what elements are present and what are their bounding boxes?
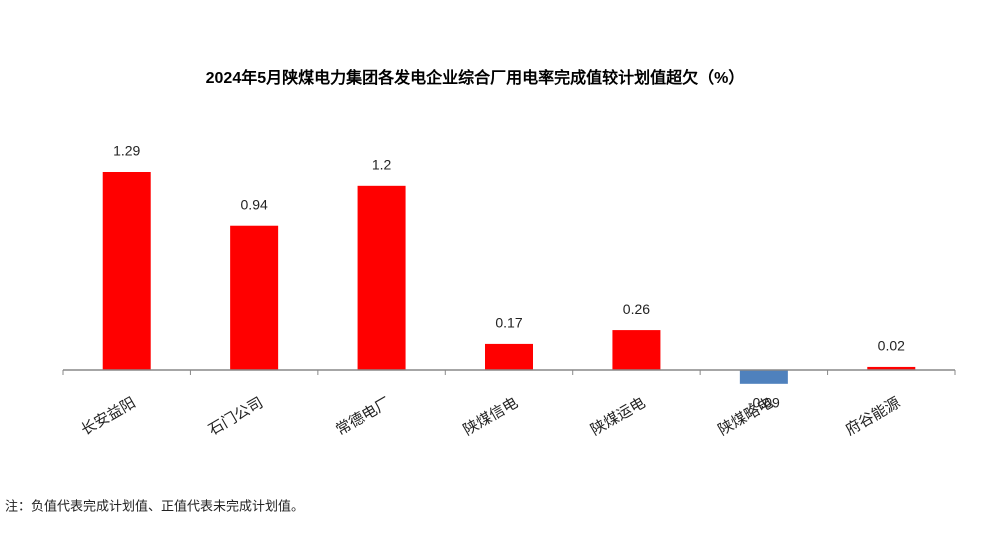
x-tick-label: 陕煤略电 [715, 394, 775, 439]
x-tick-label: 长安益阳 [78, 394, 138, 439]
x-tick-label: 府谷能源 [843, 394, 903, 439]
value-label: 0.17 [495, 315, 522, 331]
value-label: 0.94 [241, 196, 268, 212]
value-label: 1.2 [372, 157, 392, 173]
chart-title: 2024年5月陕煤电力集团各发电企业综合厂用电率完成值较计划值超欠（%） [206, 68, 745, 87]
x-tick-label: 陕煤运电 [588, 394, 648, 439]
bar [357, 185, 406, 370]
x-tick-label: 陕煤信电 [461, 394, 521, 439]
value-label: 0.26 [623, 301, 650, 317]
value-label: 1.29 [113, 143, 140, 159]
bar [485, 343, 533, 370]
note: 注：负值代表完成计划值、正值代表未完成计划值。 [5, 498, 304, 513]
bar [230, 225, 279, 370]
bar [739, 370, 788, 384]
bar [612, 330, 661, 370]
bar [102, 172, 151, 370]
value-label: 0.02 [878, 338, 905, 354]
x-tick-label: 石门公司 [206, 394, 266, 439]
value-label: -0.09 [748, 395, 780, 411]
bar [867, 366, 916, 370]
x-tick-label: 常德电厂 [333, 393, 394, 439]
